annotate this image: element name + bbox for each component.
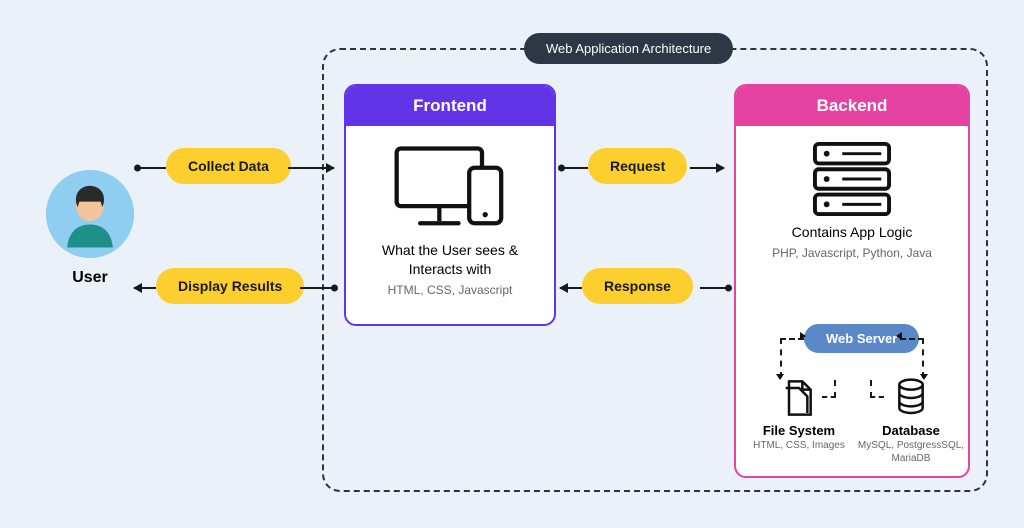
frontend-desc: What the User sees & Interacts with — [362, 241, 538, 279]
server-icon — [752, 140, 952, 223]
database-label: Database — [856, 423, 966, 438]
elbow-connector — [900, 338, 924, 378]
arrow — [300, 287, 334, 289]
filesystem-node: File System HTML, CSS, Images — [744, 378, 854, 453]
file-icon — [744, 378, 854, 423]
pill-request: Request — [588, 148, 687, 184]
filesystem-tech: HTML, CSS, Images — [744, 440, 854, 453]
frontend-title: Frontend — [346, 86, 554, 126]
monitor-phone-icon — [362, 140, 538, 241]
elbow-head — [800, 332, 806, 340]
database-icon — [856, 378, 966, 423]
boundary-label: Web Application Architecture — [524, 33, 733, 64]
pill-collect-data: Collect Data — [166, 148, 291, 184]
frontend-tech: HTML, CSS, Javascript — [362, 283, 538, 297]
backend-tech: PHP, Javascript, Python, Java — [752, 246, 952, 260]
arrow — [288, 167, 334, 169]
database-node: Database MySQL, PostgressSQL, MariaDB — [856, 378, 966, 465]
arrow — [690, 167, 724, 169]
pill-response: Response — [582, 268, 693, 304]
arrow — [700, 287, 728, 289]
filesystem-label: File System — [744, 423, 854, 438]
database-tech: MySQL, PostgressSQL, MariaDB — [856, 440, 966, 465]
user-label: User — [46, 269, 134, 287]
frontend-card: Frontend What the User sees & Interacts … — [344, 84, 556, 326]
backend-desc: Contains App Logic — [752, 223, 952, 242]
pill-display-results: Display Results — [156, 268, 304, 304]
elbow-connector — [780, 338, 804, 378]
user-node: User — [46, 170, 134, 287]
user-avatar-icon — [46, 170, 134, 258]
arrow — [138, 167, 166, 169]
backend-title: Backend — [736, 86, 968, 126]
elbow-head — [896, 332, 902, 340]
arrow — [560, 287, 582, 289]
arrow — [134, 287, 156, 289]
arrow — [562, 167, 588, 169]
